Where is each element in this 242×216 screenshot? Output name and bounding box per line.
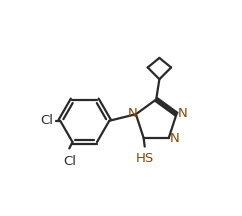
Text: Cl: Cl	[40, 114, 53, 127]
Text: Cl: Cl	[63, 155, 76, 168]
Text: N: N	[170, 132, 180, 145]
Text: N: N	[178, 107, 187, 120]
Text: HS: HS	[136, 152, 154, 165]
Text: N: N	[128, 107, 138, 120]
